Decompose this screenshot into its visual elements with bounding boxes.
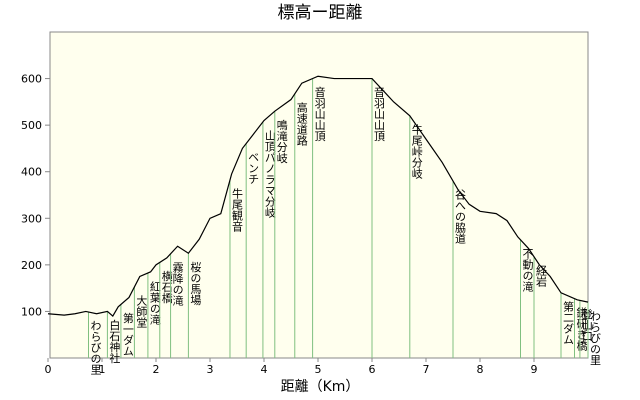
landmark-label: 桜の馬場	[189, 260, 202, 306]
landmark-label: 高速道路	[295, 101, 308, 147]
landmark-label: 登山口	[580, 307, 593, 341]
y-tick-label: 200	[21, 259, 42, 272]
x-tick-label: 2	[153, 363, 160, 376]
plot-area	[49, 31, 589, 359]
y-tick-label: 100	[21, 305, 42, 318]
landmark-label: 鳴滝分岐	[275, 118, 288, 164]
x-tick-label: 1	[99, 363, 106, 376]
landmark-label: わらびの里	[89, 320, 102, 375]
x-tick-label: 6	[369, 363, 376, 376]
landmark-label: 山頂パノラマ分岐	[263, 130, 276, 219]
landmark-label: わらびの里	[589, 310, 602, 365]
landmark-label: 不動の滝	[521, 248, 534, 292]
x-tick-label: 5	[315, 363, 322, 376]
y-tick-label: 600	[21, 73, 42, 86]
landmark-label: 牛尾峠分岐	[410, 123, 423, 180]
landmark-label: 鎌研ぎ橋	[575, 305, 588, 351]
landmark-label: 霧降の滝	[171, 261, 184, 305]
landmark-label: 第一ダム	[121, 311, 134, 356]
landmark-label: 牛尾観音	[230, 187, 243, 233]
x-tick-label: 7	[423, 363, 430, 376]
x-axis-label: 距離（Km）	[281, 378, 360, 395]
landmark-label: 谷への脇道	[454, 189, 467, 244]
x-tick-label: 4	[261, 363, 268, 376]
y-tick-label: 500	[21, 119, 42, 132]
x-tick-label: 3	[207, 363, 214, 376]
landmark-label: 音羽山山頂	[373, 85, 386, 142]
landmark-label: ベンチ	[247, 152, 260, 185]
landmark-label: 経岩	[535, 264, 548, 287]
landmark-label: 音羽山山頂	[313, 85, 326, 142]
x-tick-label: 9	[531, 363, 538, 376]
x-tick-label: 0	[45, 363, 52, 376]
y-tick-label: 400	[21, 166, 42, 179]
landmark-label: 白石神社	[108, 318, 121, 364]
y-tick-label: 300	[21, 212, 42, 225]
elevation-line	[47, 75, 589, 318]
chart-title: 標高ー距離	[278, 3, 363, 23]
landmark-label: 紅葉の滝	[148, 281, 161, 325]
landmark-label: 大師堂	[135, 294, 148, 328]
landmark-label: 第二ダム	[562, 299, 575, 344]
landmark-label: 横石橋	[160, 269, 173, 304]
x-tick-label: 8	[477, 363, 484, 376]
